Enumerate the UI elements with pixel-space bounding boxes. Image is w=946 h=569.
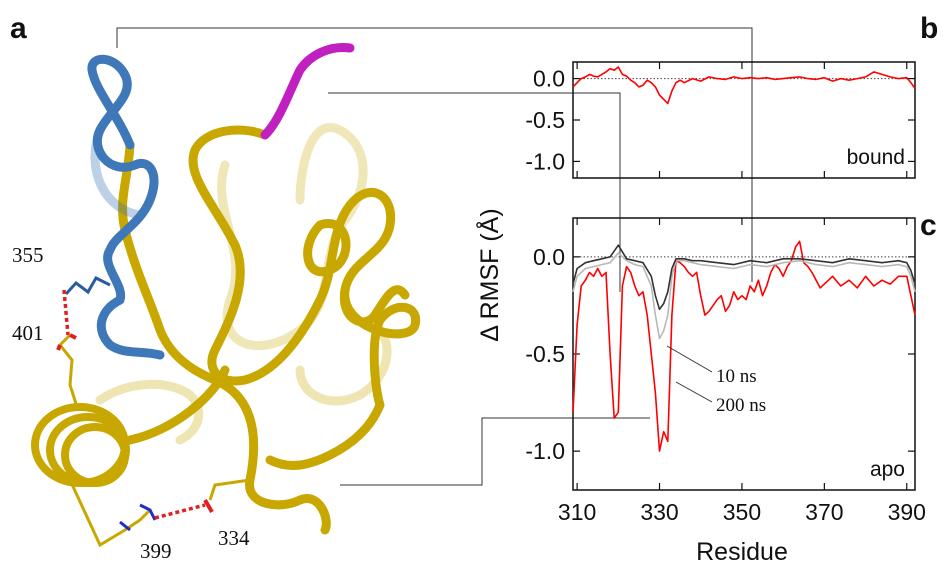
residue-334-stick: [208, 478, 251, 501]
backbone-main: [125, 365, 230, 445]
x-tick-label: 370: [805, 499, 843, 525]
x-tick-label: 310: [558, 499, 596, 525]
residue-label-334: 334: [218, 526, 250, 550]
blue-loop-faded: [90, 125, 145, 220]
oxygen-atom: [56, 344, 62, 351]
blue-loop: [96, 295, 165, 360]
y-tick-label: -1.0: [525, 148, 565, 174]
y-tick-label: -0.5: [525, 107, 565, 133]
helix-coil: [31, 403, 130, 487]
plot-bound: 0.0 -0.5 -1.0 bound: [525, 61, 916, 179]
protein-structure: 355 401 399 334: [12, 42, 421, 563]
salt-bridge-355-401: [62, 289, 70, 336]
residue-label-401: 401: [12, 321, 44, 345]
connector-yellow: [340, 417, 650, 486]
annotation-leader-10ns: [666, 345, 713, 373]
x-tick-label: 390: [888, 499, 926, 525]
backbone-faded: [95, 379, 204, 445]
x-tick-label: 330: [640, 499, 678, 525]
y-tick-label: 0.0: [533, 66, 565, 92]
annotation-leader-200ns: [675, 381, 713, 403]
panel-label-b: b: [920, 12, 938, 45]
y-tick-label: 0.0: [533, 244, 565, 270]
series-line-2: [572, 244, 916, 311]
plot-apo: 0.0 -0.5 -1.0 310 330 350 370 390 apo 10 ns 20…: [525, 217, 926, 525]
panel-label-a: a: [10, 12, 27, 45]
connector-blue: [116, 27, 753, 282]
x-tick-label: 350: [723, 499, 761, 525]
series-group: [572, 66, 916, 105]
oxygen-atom: [203, 498, 214, 514]
y-ticks: 0.0 -0.5 -1.0: [525, 66, 915, 174]
y-tick-label: -1.0: [525, 438, 565, 464]
plot-label-bound: bound: [847, 146, 905, 169]
salt-bridge-399-334: [154, 503, 206, 520]
plot-label-apo: apo: [870, 458, 905, 481]
panel-label-c: c: [920, 209, 937, 242]
backbone-main: [303, 219, 351, 277]
residue-label-399: 399: [140, 539, 172, 563]
annotation-200ns: 200 ns: [716, 395, 766, 416]
x-ticks: 310 330 350 370 390: [558, 218, 926, 525]
residue-399-stick: [68, 479, 152, 548]
x-ticks: [576, 62, 908, 178]
y-ticks: 0.0 -0.5 -1.0: [525, 244, 915, 464]
connector-magenta: [328, 92, 621, 292]
y-axis-label: Δ RMSF (Å): [474, 208, 504, 341]
backbone-main: [265, 285, 421, 470]
oxygen-atom: [69, 333, 77, 340]
magenta-loop: [260, 42, 355, 140]
series-group: [572, 240, 916, 452]
series-line-0: [572, 240, 916, 452]
residue-355-stick: [64, 276, 111, 296]
residue-label-355: 355: [12, 243, 44, 267]
series-line-1: [572, 252, 916, 340]
blue-loop: [87, 54, 159, 305]
x-axis-label: Residue: [696, 538, 788, 566]
series-line-0: [572, 66, 916, 105]
residue-401-stick: [57, 333, 80, 411]
annotation-10ns: 10 ns: [716, 366, 757, 387]
backbone-faded: [295, 325, 392, 406]
connector-lines: [116, 27, 753, 486]
residue-399-n: [119, 503, 157, 532]
y-tick-label: -0.5: [525, 341, 565, 367]
